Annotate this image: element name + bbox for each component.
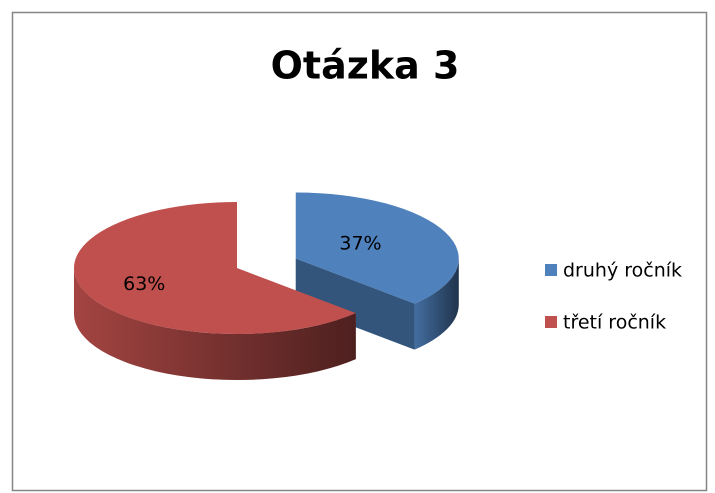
- slice: [73, 202, 356, 334]
- slice-side-shade: [295, 258, 415, 350]
- legend-swatch: [545, 316, 557, 328]
- data-label: 37%: [339, 233, 381, 255]
- data-label: 63%: [123, 273, 165, 295]
- legend-swatch: [545, 264, 557, 276]
- chart-title: Otázka 3: [271, 44, 460, 88]
- slice: [295, 192, 459, 304]
- slice-side-shade: [414, 258, 459, 350]
- slice-side-shade: [73, 268, 356, 380]
- legend-label: druhý ročník: [563, 260, 682, 282]
- slice-side: [295, 258, 415, 350]
- legend-label: třetí ročník: [563, 312, 666, 334]
